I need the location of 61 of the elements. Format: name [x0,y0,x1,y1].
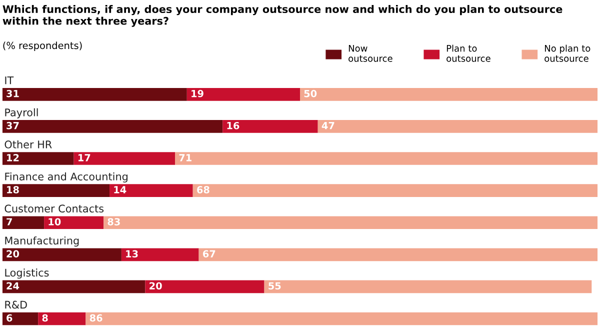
data-label: 10 [48,218,61,226]
data-label: 16 [227,122,240,130]
data-label: 12 [7,154,19,162]
bar [44,216,104,230]
data-label: 86 [90,314,102,322]
data-label: 6 [6,314,12,322]
bar [2,88,187,101]
data-label: 24 [6,282,20,290]
bar [222,120,318,133]
data-label: 20 [150,282,162,290]
data-label: 14 [114,186,126,194]
data-label: 71 [179,154,192,162]
chart-subtitle: (% respondents) [3,42,82,52]
legend-label: No plan to outsource [544,44,590,62]
y-tick-label: R&D [5,300,27,309]
bar [86,312,598,326]
legend-label: Plan to outsource [446,44,490,62]
bar [300,88,598,101]
bar [38,312,86,326]
data-label: 18 [7,186,19,194]
bar [2,120,223,133]
bar [192,184,598,197]
bar [198,248,598,262]
data-label: 83 [108,218,120,226]
bar [74,152,176,165]
bar [264,280,592,294]
bar [104,216,598,230]
y-tick-label: Other HR [4,140,52,148]
bar [2,216,44,230]
data-label: 8 [42,314,48,322]
data-label: 20 [6,250,20,258]
data-label: 37 [6,122,19,130]
y-tick-label: Payroll [5,108,38,118]
legend-label: Now outsource [348,45,392,62]
data-label: 50 [304,90,317,98]
data-label: 17 [78,154,90,162]
y-tick-label: Customer Contacts [4,204,104,212]
data-label: 31 [6,90,19,98]
bar [2,152,74,165]
bar [110,184,193,197]
bar [318,120,598,133]
bar [186,88,300,101]
bar [145,280,264,294]
data-label: 7 [6,218,12,226]
data-label: 55 [268,282,281,290]
data-label: 68 [197,186,210,194]
bar [2,248,122,262]
y-tick-label: IT [5,76,14,84]
bar [175,152,598,165]
data-label: 13 [126,250,138,258]
y-tick-label: Logistics [5,268,49,279]
bar [121,248,199,262]
y-tick-label: Manufacturing [5,236,79,247]
bar [2,280,146,294]
chart-title: Which functions, if any, does your company outsource now and which do you plan to outsource within the next three years? [2,4,562,27]
y-tick-label: Finance and Accounting [5,172,128,182]
data-label: 67 [202,250,216,258]
bar [2,184,110,197]
bar [2,312,38,326]
data-label: 19 [192,90,204,98]
data-label: 47 [322,122,334,130]
